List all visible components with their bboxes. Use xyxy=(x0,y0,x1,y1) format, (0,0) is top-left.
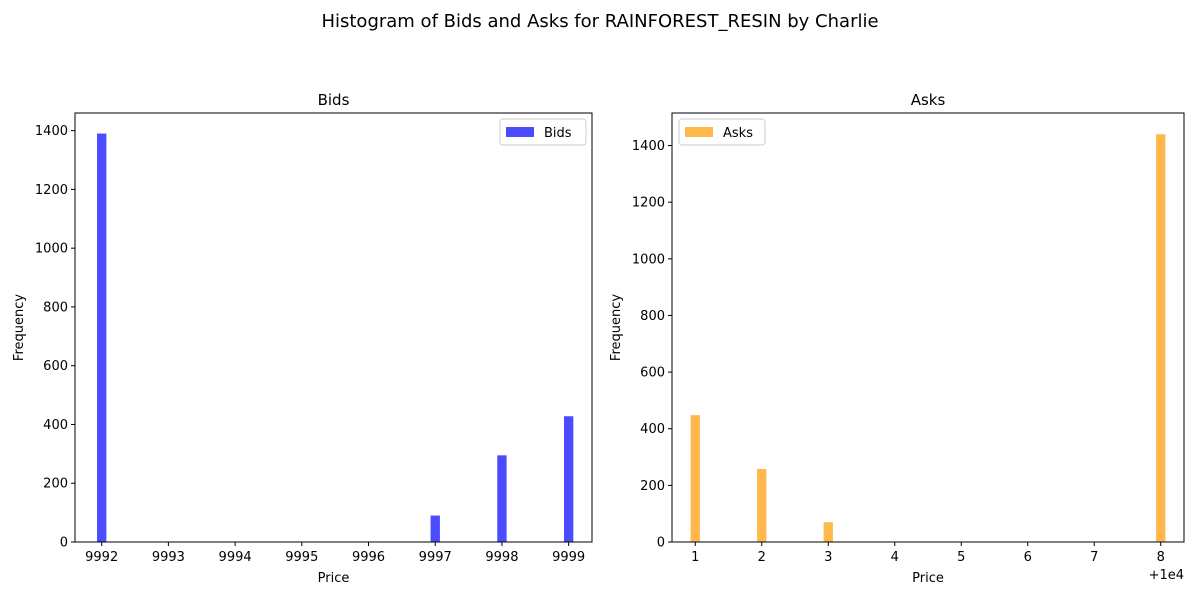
subplot-asks: 1 2 3 4 5 6 7 8 0 200 400 600 800 1000 1200 1400 Asks Pri… xyxy=(609,91,1185,586)
x-tick-label: 9996 xyxy=(352,550,385,565)
legend-swatch xyxy=(685,127,713,137)
x-tick-label: 4 xyxy=(891,550,899,565)
y-tick-label: 200 xyxy=(43,477,68,492)
bar xyxy=(757,468,767,542)
legend-label: Bids xyxy=(544,126,572,141)
axes-frame xyxy=(74,112,593,543)
bar xyxy=(497,455,507,542)
y-tick-label: 400 xyxy=(43,418,68,433)
bar xyxy=(690,415,700,542)
x-tick-label: 9997 xyxy=(419,550,452,565)
axes-frame xyxy=(671,112,1185,543)
y-tick-label: 1400 xyxy=(35,124,68,139)
x-tick-label: 9992 xyxy=(85,550,118,565)
x-tick-label: 9995 xyxy=(285,550,318,565)
bar xyxy=(430,515,440,542)
y-tick-label: 800 xyxy=(43,300,68,315)
legend: Bids xyxy=(499,118,587,146)
x-tick-label: 8 xyxy=(1157,550,1165,565)
legend-box xyxy=(499,118,587,146)
y-tick-label: 200 xyxy=(640,479,665,494)
y-axis-label: Frequency xyxy=(12,294,27,361)
y-tick-label: 600 xyxy=(43,359,68,374)
y-tick-label: 600 xyxy=(640,366,665,381)
y-tick-label: 0 xyxy=(657,536,665,551)
x-tick-label: 1 xyxy=(691,550,699,565)
y-tick-label: 1200 xyxy=(632,196,665,211)
legend-label: Asks xyxy=(723,126,753,141)
x-tick-label: 7 xyxy=(1090,550,1098,565)
subplot-title: Bids xyxy=(318,91,350,109)
x-tick-label: 6 xyxy=(1024,550,1032,565)
subplot-bids: 9992 9993 9994 9995 9996 9997 9998 9999 0 200 400 6… xyxy=(12,91,593,586)
y-tick-label: 0 xyxy=(60,536,68,551)
subplot-title: Asks xyxy=(911,91,946,109)
x-tick-label: 2 xyxy=(758,550,766,565)
bar xyxy=(1156,134,1166,543)
x-tick-label: 9993 xyxy=(152,550,185,565)
bar xyxy=(97,133,107,543)
x-offset-text: +1e4 xyxy=(1149,568,1184,583)
y-tick-label: 1200 xyxy=(35,183,68,198)
x-tick-label: 9998 xyxy=(485,550,518,565)
y-tick-label: 800 xyxy=(640,309,665,324)
bar xyxy=(563,416,574,542)
y-tick-label: 1400 xyxy=(632,139,665,154)
figure-title: Histogram of Bids and Asks for RAINFORES… xyxy=(321,11,878,32)
x-tick-label: 9999 xyxy=(552,550,585,565)
y-tick-label: 400 xyxy=(640,422,665,437)
y-tick-label: 1000 xyxy=(632,252,665,267)
legend-box xyxy=(678,118,766,146)
x-tick-label: 9994 xyxy=(219,550,252,565)
bar xyxy=(823,522,833,542)
legend: Asks xyxy=(678,118,766,146)
legend-swatch xyxy=(506,127,534,137)
y-axis-label: Frequency xyxy=(609,294,624,361)
x-tick-label: 5 xyxy=(957,550,965,565)
y-tick-label: 1000 xyxy=(35,242,68,257)
x-axis-label: Price xyxy=(912,571,944,586)
x-tick-label: 3 xyxy=(824,550,832,565)
x-axis-label: Price xyxy=(318,571,350,586)
